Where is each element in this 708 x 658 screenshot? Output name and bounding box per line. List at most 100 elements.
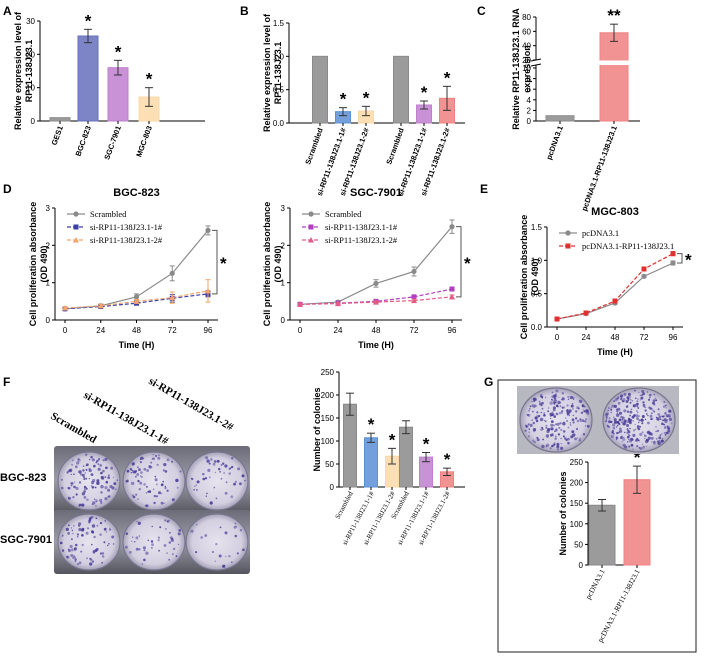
colony-dot [566,404,569,407]
colony-dot [524,429,527,432]
colony-dot [631,438,634,441]
colony-dot [608,417,611,420]
colony-dot [82,469,85,472]
colony-dot [61,535,64,537]
colony-dot [636,445,639,448]
colony-dot [538,415,540,418]
colony-dot [202,473,205,476]
colony-dot [72,556,75,560]
colony-dot [152,454,154,456]
colony-dot [89,557,92,560]
colony-dot [159,526,162,529]
y-tick-label: 200 [570,479,584,488]
colony-dot [569,395,573,400]
colony-dot [138,548,141,551]
colony-dot [74,558,77,561]
colony-dot [131,540,133,542]
colony-dot [91,458,95,462]
colony-dot [655,399,658,402]
colony-dot [647,414,649,417]
colony-dot [163,544,167,547]
colony-dot [554,437,557,441]
colony-dot [137,479,140,483]
colony-dot [143,558,146,562]
colony-dot [560,437,562,440]
y-tick-label: 0.5 [531,290,543,299]
y-axis-label: Cell proliferation absorbance [519,215,529,340]
colony-dot [104,457,108,461]
colony-dot [627,441,629,443]
panel-letter-c: C [477,4,486,18]
colony-dot [132,470,136,474]
x-tick-label: Scrambled [384,126,406,166]
colony-dot [116,479,119,481]
colony-dot [107,544,109,547]
colony-dot [95,499,98,502]
colony-dot [569,422,571,424]
colony-dot [93,498,96,501]
colony-dot [551,398,553,401]
colony-dot [637,421,640,424]
colony-dot [237,467,241,471]
colony-dot [162,469,165,472]
significance-bracket [677,253,683,264]
colony-dot [216,459,220,463]
colony-dot [204,477,206,479]
colony-dot [213,460,217,463]
colony-dot [79,473,83,476]
colony-dot [177,532,181,536]
colony-dot [632,448,634,450]
colony-dot [561,392,564,395]
colony-dot [621,441,623,443]
colony-dot [540,428,543,431]
colony-dot [671,422,673,424]
colony-dot [665,431,668,434]
colony-dot [110,466,113,470]
colony-dot [531,419,533,421]
colony-dot [81,503,85,507]
colony-dot [562,430,566,433]
series-line-2 [299,296,453,305]
chart-d-bgc823-proliferation: 0 1 2 3 Cell proliferation absorbance (OD 490… [28,187,227,350]
colony-dot [572,421,575,424]
colony-dot [176,486,179,489]
colony-dot [101,555,105,558]
colony-dot [545,427,548,429]
colony-dot [662,438,664,440]
y-axis-label: Number of colonies [312,387,322,471]
colony-dot [580,411,584,414]
data-point [670,251,676,257]
colony-dot [631,415,635,419]
colony-dot [108,474,110,477]
colony-dot [628,438,630,441]
bar-si-rp11-138j23-1-1- [364,437,378,488]
colony-dot [613,418,617,422]
colony-dot [629,414,631,417]
colony-dot [629,418,633,422]
colony-dot [661,422,664,426]
colony-dot [550,427,554,431]
colony-dot [564,437,567,440]
colony-dot [204,534,208,537]
y-axis-label: expression [522,45,532,93]
colony-dot [218,554,222,558]
colony-dot [139,481,143,485]
colony-dot [219,526,222,529]
colony-dot [605,416,608,419]
colony-dot [611,431,614,434]
colony-dot [165,528,167,530]
colony-dot [642,445,645,449]
y-tick-label: 20 [522,56,531,65]
colony-dot [154,475,157,478]
colony-dot [535,419,539,423]
colony-dot [105,466,108,470]
colony-dot [205,495,207,497]
colony-dot [105,531,108,533]
colony-dot [554,435,557,438]
colony-dot [567,437,570,441]
colony-dot [100,485,104,489]
x-tick-label: pcDNA3.1 [583,567,606,600]
colony-dot [65,527,69,532]
